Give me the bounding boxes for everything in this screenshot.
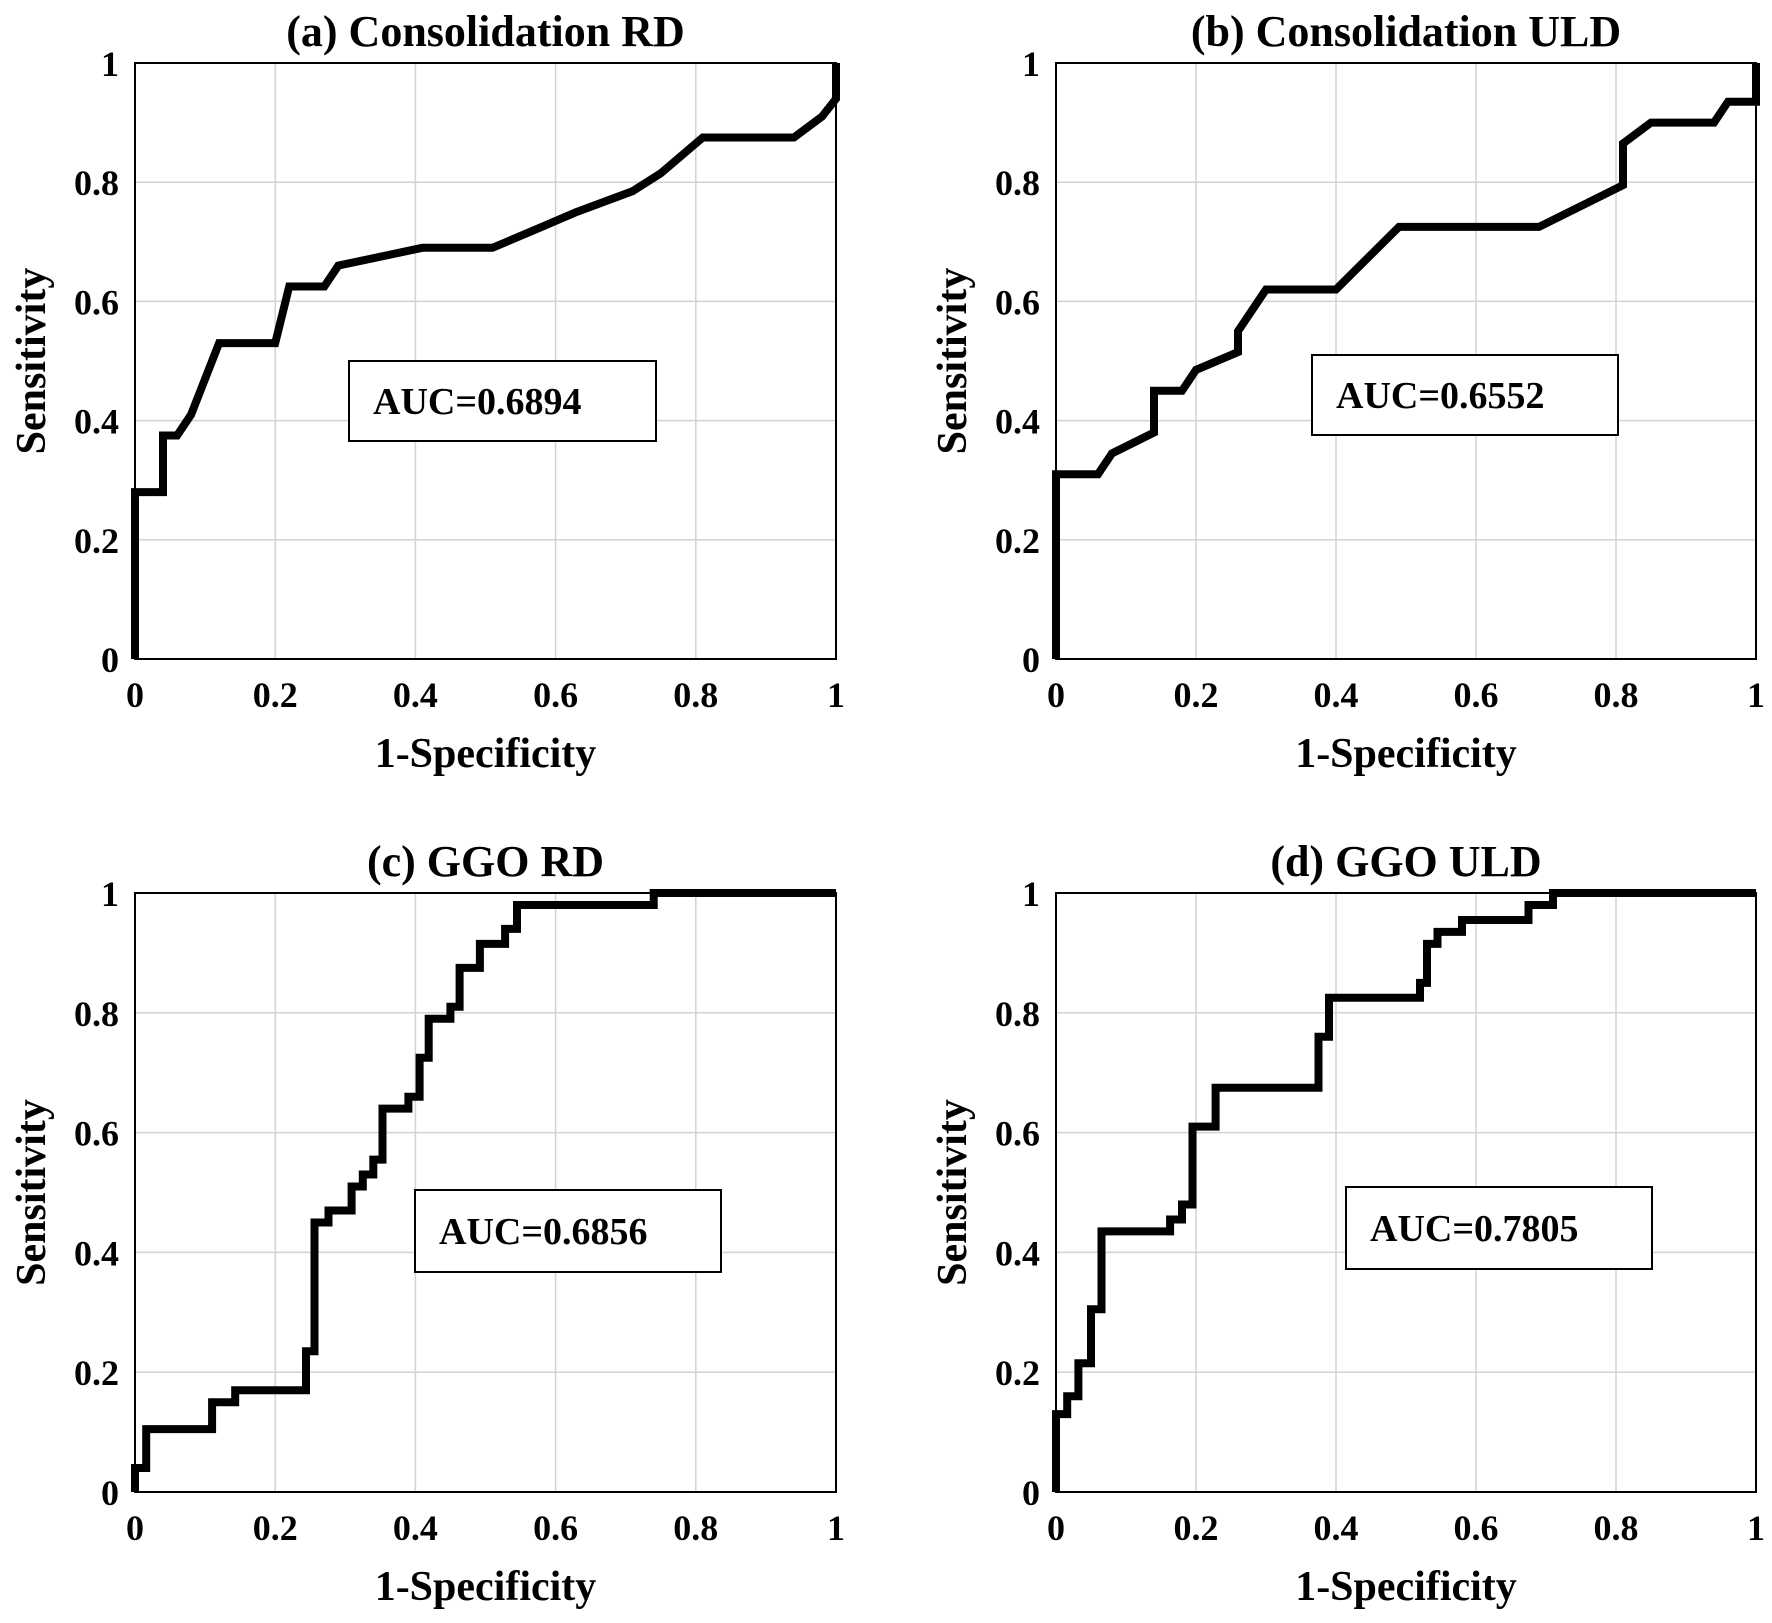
auc-annotation-box	[1311, 354, 1619, 436]
auc-annotation-box	[414, 1189, 722, 1273]
x-tick-label: 0.6	[533, 675, 578, 715]
y-tick-label: 0.2	[995, 521, 1040, 561]
roc-curve	[131, 63, 840, 659]
x-tick-label: 0.4	[393, 675, 438, 715]
y-tick-label: 1	[101, 874, 119, 914]
x-tick-label: 0.2	[1174, 675, 1219, 715]
y-tick-label: 0.6	[74, 282, 119, 322]
y-tick-label: 0.6	[995, 282, 1040, 322]
x-tick-label: 0.6	[533, 1508, 578, 1548]
auc-annotation: AUC=0.6894	[373, 381, 581, 423]
x-tick-label: 0.8	[673, 675, 718, 715]
axes-frame	[1055, 892, 1757, 1493]
y-axis-label: Sensitivity	[9, 1099, 55, 1286]
y-tick-label: 0	[1022, 1473, 1040, 1513]
y-axis-label: Sensitivity	[9, 268, 55, 455]
roc-curve	[1052, 889, 1756, 1492]
x-tick-label: 0.8	[1594, 675, 1639, 715]
y-tick-label: 0.2	[995, 1353, 1040, 1393]
x-tick-label: 0.8	[673, 1508, 718, 1548]
roc-panel-b: 0 0.2 0.4 0.6 0.8 1 0 0.2 0.4 0.6 0.8 1 (b) Consolid…	[930, 7, 1765, 777]
panel-title: (b) Consolidation ULD	[1191, 7, 1621, 56]
y-tick-label: 0.8	[74, 163, 119, 203]
y-tick-label: 1	[1022, 874, 1040, 914]
axes-frame	[134, 62, 837, 660]
y-tick-label: 0.4	[74, 402, 119, 442]
x-tick-label: 0.8	[1594, 1508, 1639, 1548]
x-tick-label: 0.6	[1454, 675, 1499, 715]
y-tick-label: 1	[1022, 44, 1040, 84]
x-axis-label: 1-Specificity	[375, 1564, 597, 1610]
x-tick-label: 1	[827, 1508, 845, 1548]
panel-title: (c) GGO RD	[367, 837, 604, 886]
y-axis-label: Sensitivity	[930, 1099, 976, 1286]
x-axis-label: 1-Specificity	[1295, 1564, 1517, 1610]
y-tick-label: 0.8	[995, 163, 1040, 203]
x-tick-label: 0.2	[253, 675, 298, 715]
auc-annotation: AUC=0.6552	[1336, 375, 1544, 417]
x-tick-label: 0.4	[393, 1508, 438, 1548]
y-tick-label: 0.6	[995, 1114, 1040, 1154]
x-tick-label: 0.2	[253, 1508, 298, 1548]
y-tick-label: 0.4	[995, 402, 1040, 442]
roc-curve	[131, 889, 836, 1492]
y-tick-label: 0.8	[74, 994, 119, 1034]
roc-panel-d: 0 0.2 0.4 0.6 0.8 1 0 0.2 0.4 0.6 0.8 1 (d) GGO ULD 1…	[930, 837, 1765, 1610]
x-tick-label: 0.4	[1314, 1508, 1359, 1548]
axes-frame	[1055, 62, 1757, 660]
x-tick-label: 0	[1047, 675, 1065, 715]
y-tick-label: 0.2	[74, 521, 119, 561]
y-tick-label: 0.8	[995, 994, 1040, 1034]
x-tick-label: 0.4	[1314, 675, 1359, 715]
panel-title: (a) Consolidation RD	[286, 7, 685, 56]
auc-annotation-box	[348, 360, 657, 442]
x-tick-label: 0.2	[1174, 1508, 1219, 1548]
y-tick-label: 0	[101, 1473, 119, 1513]
roc-panel-c: 0 0.2 0.4 0.6 0.8 1 0 0.2 0.4 0.6 0.8 1 (c) GGO RD 1-…	[9, 837, 845, 1610]
x-tick-label: 1	[1747, 675, 1765, 715]
y-tick-label: 0.2	[74, 1353, 119, 1393]
auc-annotation: AUC=0.6856	[439, 1211, 647, 1253]
y-axis-label: Sensitivity	[930, 268, 976, 455]
y-tick-label: 0.6	[74, 1114, 119, 1154]
auc-annotation: AUC=0.7805	[1370, 1208, 1578, 1250]
y-tick-label: 1	[101, 44, 119, 84]
x-tick-label: 0	[1047, 1508, 1065, 1548]
panel-title: (d) GGO ULD	[1270, 837, 1541, 886]
x-axis-label: 1-Specificity	[375, 731, 597, 777]
x-tick-label: 0	[126, 675, 144, 715]
y-tick-label: 0	[1022, 640, 1040, 680]
x-tick-label: 1	[827, 675, 845, 715]
y-tick-label: 0	[101, 640, 119, 680]
x-tick-label: 1	[1747, 1508, 1765, 1548]
auc-annotation-box	[1345, 1186, 1653, 1270]
x-tick-label: 0	[126, 1508, 144, 1548]
x-axis-label: 1-Specificity	[1295, 731, 1517, 777]
axes-frame	[134, 892, 837, 1493]
roc-curve	[1052, 63, 1760, 659]
x-tick-label: 0.6	[1454, 1508, 1499, 1548]
y-tick-label: 0.4	[74, 1233, 119, 1273]
roc-panel-a: 0 0.2 0.4 0.6 0.8 1 0 0.2 0.4 0.6 0.8 1 (a) Consolid…	[9, 7, 845, 777]
y-tick-label: 0.4	[995, 1233, 1040, 1273]
